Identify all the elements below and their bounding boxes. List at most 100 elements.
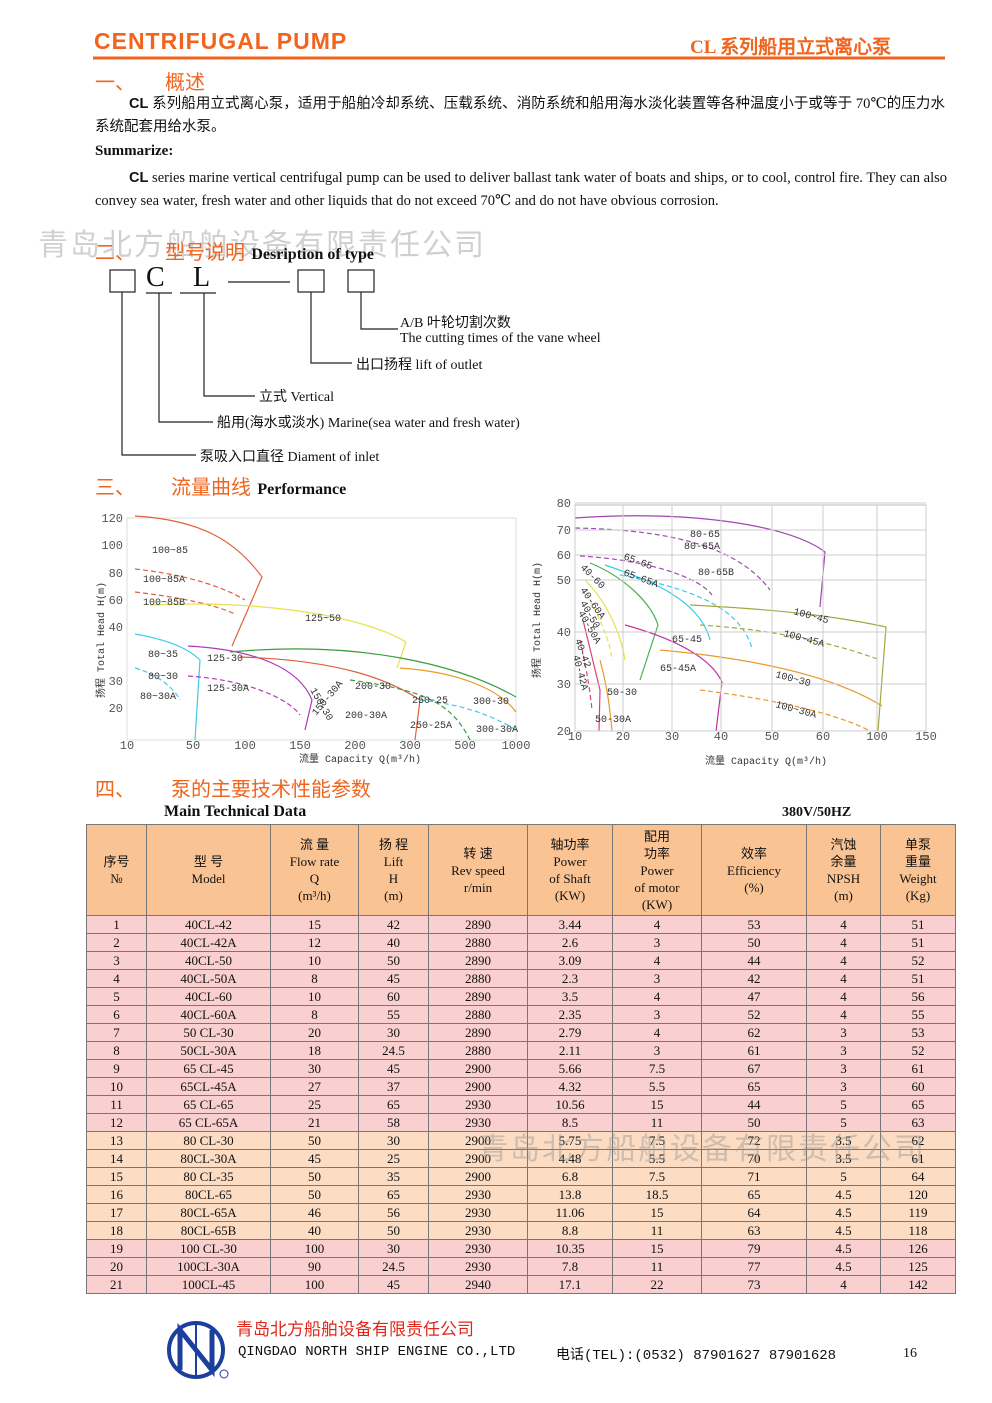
curve-label: 50-30A — [595, 715, 631, 726]
table-cell: 100CL-30A — [146, 1257, 271, 1276]
table-cell: 2880 — [428, 969, 528, 988]
curve-label: 200-30A — [345, 711, 387, 722]
table-cell: 2930 — [428, 1221, 528, 1240]
table-cell: 3 — [806, 1023, 881, 1042]
table-row: 11 65 CL-65 25 65 2930 10.56 15 44 5 65 — [86, 1095, 956, 1114]
table-cell: 21 — [270, 1113, 359, 1132]
y-tick-label: 30 — [557, 678, 571, 692]
table-cell: 2940 — [428, 1275, 528, 1294]
table-cell: 4 — [612, 1023, 702, 1042]
table-cell: 18.5 — [612, 1185, 702, 1204]
table-cell: 3 — [86, 951, 147, 970]
lead: CL — [129, 96, 149, 112]
table-cell: 7.8 — [527, 1257, 613, 1276]
lead: CL — [129, 170, 149, 186]
table-cell: 40CL-50 — [146, 951, 271, 970]
table-row: 14 80CL-30A 45 25 2900 4.48 5.5 70 3.5 61 — [86, 1149, 956, 1168]
header-line: 汽蚀 — [830, 837, 857, 852]
section-title-en: Performance — [257, 481, 347, 498]
table-cell: 4 — [806, 915, 881, 934]
table-cell: 55 — [880, 1005, 956, 1024]
table-cell: 40CL-50A — [146, 969, 271, 988]
header-line: (m) — [834, 888, 853, 903]
table-cell: 11 — [612, 1221, 702, 1240]
curve-label: 125-30A — [207, 684, 249, 695]
table-cell: 52 — [880, 951, 956, 970]
table-cell: 2930 — [428, 1257, 528, 1276]
table-cell: 42 — [358, 915, 429, 934]
table-cell: 12 — [86, 1113, 147, 1132]
table-cell: 13 — [86, 1131, 147, 1150]
table-cell: 20 — [86, 1257, 147, 1276]
table-cell: 50CL-30A — [146, 1041, 271, 1060]
table-cell: 40 — [358, 933, 429, 952]
table-cell: 50 — [270, 1131, 359, 1150]
code-label: 泵吸入口直径 Diament of inlet — [200, 450, 380, 465]
column-header: 效率 Efficiency (%) — [701, 824, 807, 916]
spec-table: 序号 № 型 号 Model 流 量 Flow rate Q (m³/h) 扬 程 Lift H (m… — [86, 824, 956, 1294]
y-tick-label: 20 — [109, 702, 123, 716]
header-line: Rev speed — [451, 862, 505, 878]
table-cell: 2900 — [428, 1077, 528, 1096]
section-title: 流量曲线 — [171, 475, 251, 499]
table-cell: 4 — [806, 969, 881, 988]
y-tick-label: 60 — [557, 549, 571, 563]
table-cell: 45 — [358, 969, 429, 988]
header-line: Efficiency — [727, 862, 781, 878]
table-cell: 4 — [612, 987, 702, 1006]
section-title: 概述 — [165, 70, 205, 94]
x-tick-label: 150 — [915, 730, 937, 744]
table-cell: 25 — [358, 1149, 429, 1168]
header-line: (Kg) — [905, 888, 931, 903]
table-cell: 2.11 — [527, 1041, 613, 1060]
table-cell: 30 — [358, 1023, 429, 1042]
table-row: 15 80 CL-35 50 35 2900 6.8 7.5 71 5 64 — [86, 1167, 956, 1186]
table-cell: 37 — [358, 1077, 429, 1096]
table-cell: 65 — [701, 1185, 807, 1204]
curve-label: 65-65A — [622, 568, 660, 591]
table-cell: 2890 — [428, 951, 528, 970]
overview-zh: CL 系列船用立式离心泵，适用于船舶冷却系统、压载系统、消防系统和船用海水淡化装… — [95, 93, 945, 139]
table-cell: 13.8 — [527, 1185, 613, 1204]
table-cell: 50 — [358, 1221, 429, 1240]
table-cell: 10.56 — [527, 1095, 613, 1114]
header-line: 配用 — [643, 828, 670, 844]
table-cell: 65 CL-65A — [146, 1113, 271, 1132]
table-cell: 47 — [701, 987, 807, 1006]
curve-label: 80-65A — [684, 542, 720, 553]
table-cell: 65 CL-65 — [146, 1095, 271, 1114]
curves — [134, 515, 517, 741]
table-cell: 100 CL-30 — [146, 1239, 271, 1258]
header-line: 单泵 — [904, 837, 931, 852]
header-subtitle: CL 系列船用立式离心泵 — [690, 37, 892, 58]
logo — [167, 1321, 229, 1379]
table-cell: 3.44 — [527, 915, 613, 934]
power-spec: 380V/50HZ — [782, 805, 852, 820]
table-cell: 2900 — [428, 1131, 528, 1150]
table-cell: 4.32 — [527, 1077, 613, 1096]
header-line: 重量 — [904, 854, 931, 869]
table-cell: 5 — [806, 1095, 881, 1114]
watermark: 青岛北方船舶设备有限责任公司 — [478, 1132, 926, 1167]
curve-label: 100~30 — [774, 670, 812, 690]
table-cell: 125 — [880, 1257, 956, 1276]
table-cell: 65 — [701, 1077, 807, 1096]
table-cell: 30 — [270, 1059, 359, 1078]
table-cell: 7.5 — [612, 1059, 702, 1078]
summarize-label: Summarize: — [95, 143, 174, 159]
table-cell: 15 — [612, 1239, 702, 1258]
table-cell: 55 — [358, 1005, 429, 1024]
table-cell: 120 — [880, 1185, 956, 1204]
table-row: 8 50CL-30A 18 24.5 2880 2.11 3 61 3 52 — [86, 1041, 956, 1060]
x-tick-label: 500 — [454, 739, 476, 753]
table-cell: 3.09 — [527, 951, 613, 970]
table-cell: 40CL-60 — [146, 987, 271, 1006]
table-row: 17 80CL-65A 46 56 2930 11.06 15 64 4.5 119 — [86, 1203, 956, 1222]
table-cell: 40CL-42A — [146, 933, 271, 952]
y-tick-label: 40 — [557, 626, 571, 640]
table-cell: 64 — [880, 1167, 956, 1186]
header-line: Weight — [899, 871, 937, 886]
table-cell: 8 — [270, 969, 359, 988]
table-cell: 46 — [270, 1203, 359, 1222]
